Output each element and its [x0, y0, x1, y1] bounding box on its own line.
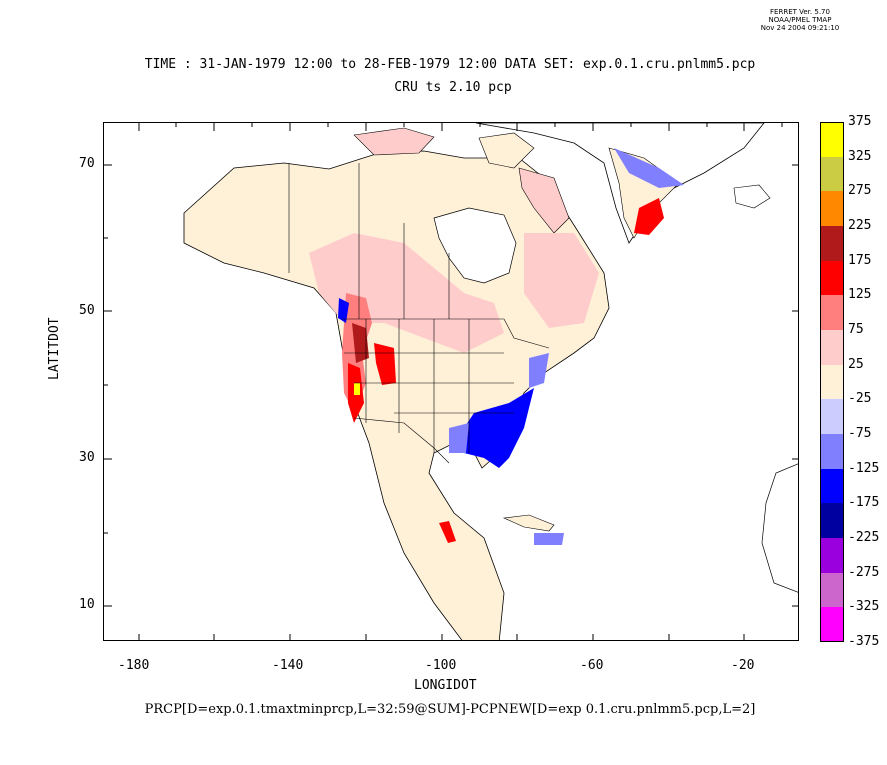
africa-coast [761, 463, 798, 593]
y-tick-label: 10 [79, 597, 95, 612]
state-lines [344, 319, 514, 453]
x-ticks-bottom [138, 634, 745, 640]
map-plot-area [103, 122, 799, 641]
greenland-red-patch [634, 198, 664, 235]
y-tick-label: 50 [79, 303, 95, 318]
plot-title: TIME : 31-JAN-1979 12:00 to 28-FEB-1979 … [144, 57, 756, 72]
us-canada-border [342, 318, 550, 349]
colorbar-label: -225 [848, 530, 880, 545]
colorbar-swatch [820, 260, 844, 296]
x-tick-label: -60 [580, 658, 604, 673]
ferret-date: Nov 24 2004 09:21:10 [760, 24, 840, 32]
colorbar-swatch [820, 399, 844, 435]
colorbar-label: 75 [848, 322, 864, 337]
arctic-island-1 [353, 127, 435, 156]
colorbar-swatch [820, 295, 844, 331]
colorbar-swatch [820, 572, 844, 608]
iceland [733, 184, 771, 209]
colorbar-swatch [820, 330, 844, 366]
ferret-version-stamp: FERRET Ver. 5.70 NOAA/PMEL TMAP Nov 24 2… [752, 8, 848, 32]
north-america-land [183, 150, 610, 640]
x-tick-label: -100 [425, 658, 457, 673]
canada-province-lines [288, 163, 450, 319]
quebec-positive-patch [524, 233, 599, 328]
land-fill [183, 123, 798, 640]
hudson-bay [433, 207, 517, 284]
y-tick-label: 70 [79, 156, 95, 171]
southeast-blue-patch [464, 388, 534, 468]
colorbar-swatch [820, 156, 844, 192]
mexico-red-patch [439, 521, 456, 543]
ferret-version: FERRET Ver. 5.70 [770, 8, 830, 16]
us-mexico-border [353, 417, 450, 464]
y-tick-label: 30 [79, 450, 95, 465]
y-ticks-right [792, 164, 798, 607]
colorbar-label: 25 [848, 356, 864, 372]
colorbar-swatch [820, 122, 844, 158]
x-tick-label: -180 [118, 658, 150, 673]
y-axis-title: LATITDOT [47, 317, 62, 380]
colorbar-swatch [820, 434, 844, 470]
x-ticks-top [138, 123, 783, 131]
colorbar-label: -75 [848, 426, 872, 441]
grid-ticks [104, 123, 798, 640]
colorbar-swatch [820, 503, 844, 539]
plot-subtitle: CRU ts 2.10 pcp [394, 80, 512, 95]
x-tick-label: -20 [731, 658, 755, 673]
colorbar-label: 275 [848, 183, 872, 199]
arctic-island-2 [478, 132, 535, 169]
map-svg [104, 123, 798, 640]
x-tick-label: -140 [272, 658, 304, 673]
state-borders [288, 163, 550, 464]
bc-blue-patch [338, 298, 349, 323]
southeast-light-blue [449, 423, 469, 453]
colorbar-label: 375 [848, 114, 872, 129]
colorbar-swatch [820, 226, 844, 262]
colorbar-swatch [820, 607, 844, 643]
colorbar-label: 175 [848, 252, 872, 268]
atlantic-blue-patch [529, 353, 549, 388]
colorbar-swatch [820, 538, 844, 574]
greenland-blue-patch [614, 148, 684, 188]
plot-expression: PRCP[D=exp.0.1.tmaxtminprcp,L=32:59@SUM]… [144, 702, 756, 717]
cuba [502, 514, 555, 532]
colorbar-label: -375 [848, 634, 880, 649]
colorbar-label: 325 [848, 148, 872, 164]
colorbar-label: 125 [848, 287, 872, 303]
colorbar-label: -325 [848, 599, 880, 615]
colorbar-swatch [820, 364, 844, 400]
colorbar-label: -175 [848, 495, 880, 511]
idaho-red-patch [374, 343, 396, 385]
caribbean-blue-patch [534, 533, 564, 545]
colorbar-swatch [820, 468, 844, 504]
y-ticks-left [104, 164, 112, 607]
x-axis-title: LONGIDOT [414, 678, 477, 693]
colorbar-label: 225 [848, 218, 872, 233]
colorbar-label: -275 [848, 564, 880, 580]
colorbar-label: -125 [848, 460, 880, 476]
ferret-org: NOAA/PMEL TMAP [768, 16, 832, 24]
colorbar-swatch [820, 191, 844, 227]
california-yellow-patch [354, 383, 360, 395]
colorbar-label: -25 [848, 391, 872, 407]
